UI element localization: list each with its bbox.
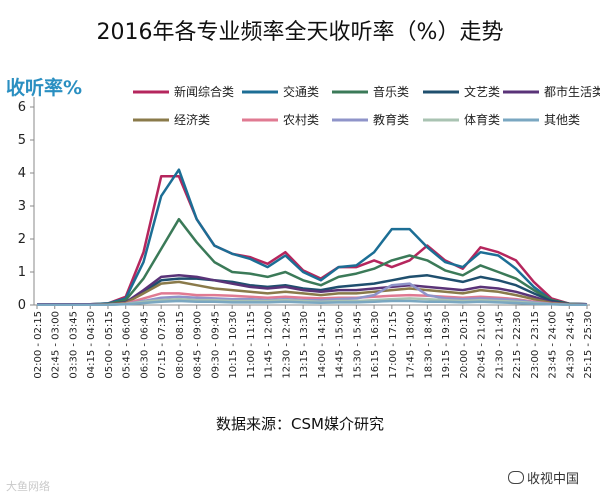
series-line (37, 175, 588, 306)
legend-label: 教育类 (373, 112, 409, 127)
y-tick-label: 4 (18, 166, 26, 181)
y-tick-label: 1 (18, 265, 26, 280)
x-tick-label: 07:15 - 07:30 (157, 311, 168, 379)
y-tick-label: 0 (18, 298, 26, 313)
x-tick-label: 20:45 - 21:00 (477, 311, 488, 379)
x-tick-label: 17:00 - 17:15 (388, 311, 399, 379)
x-tick-label: 11:00 - 11:15 (246, 311, 257, 379)
legend-label: 都市生活类 (544, 84, 600, 99)
x-tick-label: 24:30 - 24:45 (565, 311, 576, 379)
series-line (37, 299, 587, 306)
watermark-right-text: 收视中国 (527, 472, 580, 487)
data-source: 数据来源：CSM媒介研究 (216, 415, 384, 433)
x-tick-label: 14:00 - 14:15 (317, 311, 328, 379)
y-tick-label: 2 (18, 232, 26, 247)
x-tick-label: 13:15 - 13:30 (299, 311, 310, 379)
watermark-left: 大鱼网络 (6, 480, 50, 493)
series-line (37, 217, 588, 306)
x-tick-label: 03:30 - 03:45 (68, 311, 79, 379)
x-tick-label: 21:30 - 21:45 (494, 311, 505, 379)
x-tick-label: 23:00 - 23:15 (530, 311, 541, 379)
series-line (37, 280, 588, 306)
chat-bubble-icon (508, 471, 524, 484)
x-tick-label: 20:00 - 20:15 (459, 311, 470, 379)
x-tick-label: 17:45 - 18:00 (406, 311, 417, 379)
chart-title: 2016年各专业频率全天收听率（%）走势 (96, 20, 504, 45)
x-tick-label: 05:00 - 05:15 (104, 311, 115, 379)
watermark-right: 收视中国 (508, 468, 579, 487)
x-tick-label: 23:45 - 24:00 (548, 311, 559, 379)
x-tick-label: 02:45 - 03:00 (51, 311, 62, 379)
series-line (37, 168, 588, 306)
legend-label: 农村类 (283, 113, 319, 127)
y-tick-label: 3 (18, 199, 26, 214)
legend-label: 文艺类 (464, 84, 500, 99)
legend-label: 其他类 (544, 113, 580, 127)
x-tick-label: 02:00 - 02:15 (33, 311, 44, 379)
x-tick-label: 08:45 - 09:00 (193, 311, 204, 379)
legend-label: 交通类 (283, 84, 319, 99)
y-axis-label: 收听率% (6, 77, 83, 99)
x-tick-label: 18:30 - 18:45 (423, 311, 434, 379)
y-tick-label: 6 (18, 100, 26, 115)
legend-label: 体育类 (464, 112, 500, 127)
y-tick-label: 5 (18, 133, 26, 148)
x-tick-label: 16:15 - 16:30 (370, 311, 381, 379)
x-tick-label: 19:15 - 19:30 (441, 311, 452, 379)
x-tick-label: 14:45 - 15:00 (335, 311, 346, 379)
legend-label: 音乐类 (373, 84, 409, 99)
x-tick-label: 08:00 - 08:15 (175, 311, 186, 379)
x-tick-label: 15:30 - 15:45 (352, 311, 363, 379)
x-tick-label: 09:30 - 09:45 (210, 311, 221, 379)
x-tick-label: 06:30 - 06:45 (139, 311, 150, 379)
legend-label: 经济类 (174, 112, 210, 127)
x-tick-label: 12:30 - 12:45 (281, 311, 292, 379)
x-tick-label: 25:15 - 25:30 (583, 311, 594, 379)
x-tick-label: 22:15 - 22:30 (512, 311, 523, 379)
x-tick-label: 04:15 - 04:30 (86, 311, 97, 379)
x-tick-label: 11:45 - 12:00 (264, 311, 275, 379)
legend-label: 新闻综合类 (174, 84, 234, 99)
x-tick-label: 05:45 - 06:00 (122, 311, 133, 379)
x-tick-label: 10:15 - 10:30 (228, 311, 239, 379)
